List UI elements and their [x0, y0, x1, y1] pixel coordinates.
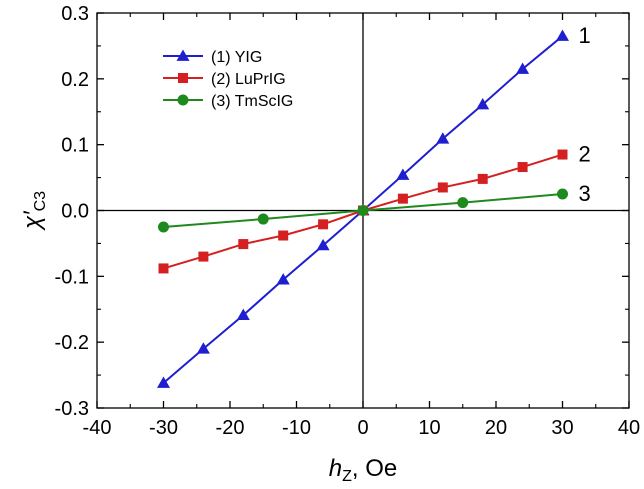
x-tick-label: 30: [551, 417, 573, 439]
data-point: [436, 132, 450, 144]
x-tick-label: -10: [282, 417, 311, 439]
series-end-label: 1: [579, 23, 591, 48]
data-point: [196, 342, 210, 354]
x-tick-label: -20: [216, 417, 245, 439]
legend-marker: [178, 73, 188, 83]
series-end-label: 3: [579, 181, 591, 206]
y-tick-label: 0.3: [61, 3, 89, 25]
legend-entry: (1) YIG: [163, 49, 262, 66]
legend-marker: [176, 49, 190, 61]
data-point: [158, 221, 169, 233]
data-point: [257, 213, 269, 225]
x-tick-label: 0: [357, 417, 368, 439]
data-point: [238, 239, 249, 250]
data-point: [316, 238, 330, 251]
series-3: [158, 188, 568, 233]
data-point: [556, 29, 569, 41]
data-point: [476, 98, 490, 110]
x-tick-label: -40: [83, 417, 112, 439]
legend-label: (3) TmScIG: [211, 93, 293, 110]
legend-marker: [177, 94, 189, 106]
data-point: [516, 62, 530, 74]
tick-labels: -40 -30 -20 -10 0 10 20 30 40 -0.3 -0.2 -0.1 0.0 0.1 0…: [55, 3, 641, 439]
data-point: [457, 197, 469, 209]
data-point: [437, 182, 448, 193]
tick-marks: [96, 12, 630, 409]
legend-label: (2) LuPrIG: [211, 71, 286, 88]
data-point: [236, 308, 250, 321]
legend-entry: (3) TmScIG: [163, 93, 293, 110]
data-point: [397, 193, 408, 204]
series-layer: [157, 29, 569, 388]
series-end-label: 2: [579, 142, 591, 167]
y-tick-label: 0.1: [61, 135, 89, 157]
data-point: [278, 230, 289, 241]
legend: (1) YIG (2) LuPrIG (3) TmScIG: [163, 49, 293, 110]
data-point: [396, 168, 410, 180]
x-tick-label: 40: [618, 417, 640, 439]
x-tick-label: 10: [418, 417, 440, 439]
data-point: [557, 188, 568, 200]
y-tick-label: 0.0: [61, 201, 89, 223]
legend-label: (1) YIG: [211, 49, 262, 66]
x-axis-title: hZ, Oe: [329, 455, 398, 485]
series-end-labels: 1 2 3: [579, 23, 591, 206]
y-tick-label: -0.2: [55, 332, 89, 354]
y-axis-title: χ′C3: [19, 191, 49, 231]
legend-entry: (2) LuPrIG: [163, 71, 286, 88]
data-point: [157, 376, 170, 388]
data-point: [198, 251, 209, 262]
x-tick-label: -30: [149, 417, 178, 439]
x-tick-label: 20: [485, 417, 507, 439]
data-point: [158, 263, 169, 274]
data-point: [517, 162, 528, 173]
data-point: [276, 273, 290, 285]
data-point: [477, 173, 488, 184]
data-point: [557, 149, 568, 160]
data-point: [357, 205, 369, 216]
y-tick-label: 0.2: [61, 69, 89, 91]
y-tick-label: -0.1: [55, 266, 89, 288]
y-tick-label: -0.3: [55, 398, 89, 420]
data-point: [318, 219, 329, 230]
